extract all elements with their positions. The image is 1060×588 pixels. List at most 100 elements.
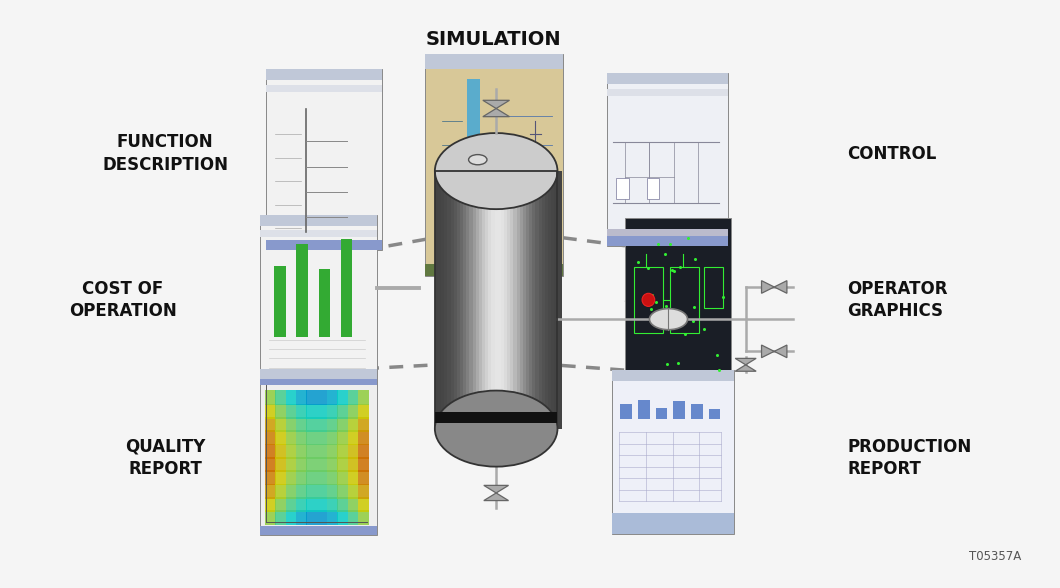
- Polygon shape: [736, 358, 756, 365]
- Bar: [523, 171, 528, 429]
- Bar: [261, 230, 376, 237]
- Bar: [606, 236, 728, 246]
- Polygon shape: [761, 280, 774, 293]
- Bar: [337, 457, 348, 472]
- Bar: [328, 457, 337, 472]
- Bar: [286, 510, 296, 526]
- Bar: [265, 403, 276, 419]
- Bar: [529, 171, 534, 429]
- Bar: [616, 178, 629, 199]
- Bar: [296, 470, 306, 485]
- Bar: [328, 390, 337, 405]
- Bar: [296, 403, 306, 419]
- Bar: [558, 171, 563, 429]
- Bar: [337, 510, 348, 526]
- Bar: [535, 171, 541, 429]
- Bar: [306, 470, 317, 485]
- Bar: [519, 171, 525, 429]
- Bar: [286, 497, 296, 512]
- Bar: [306, 444, 317, 459]
- Bar: [358, 390, 369, 405]
- Bar: [275, 266, 286, 337]
- Bar: [276, 444, 286, 459]
- Bar: [276, 497, 286, 512]
- Bar: [296, 417, 306, 432]
- Ellipse shape: [642, 293, 655, 306]
- Bar: [457, 171, 462, 429]
- Bar: [296, 497, 306, 512]
- Bar: [265, 457, 276, 472]
- Polygon shape: [774, 345, 787, 358]
- Bar: [317, 444, 328, 459]
- Bar: [447, 171, 453, 429]
- Bar: [306, 510, 317, 526]
- Bar: [286, 444, 296, 459]
- Bar: [425, 54, 563, 69]
- Bar: [337, 444, 348, 459]
- Bar: [276, 417, 286, 432]
- Bar: [466, 79, 480, 263]
- Bar: [495, 171, 499, 429]
- Bar: [606, 229, 728, 236]
- Bar: [328, 403, 337, 419]
- Circle shape: [469, 155, 487, 165]
- Polygon shape: [483, 493, 509, 500]
- Bar: [507, 171, 512, 429]
- Bar: [266, 85, 382, 92]
- Bar: [435, 171, 558, 429]
- Bar: [317, 457, 328, 472]
- Bar: [358, 510, 369, 526]
- Bar: [337, 430, 348, 445]
- Bar: [538, 171, 544, 429]
- Bar: [317, 484, 328, 499]
- Bar: [526, 171, 531, 429]
- Bar: [317, 390, 328, 405]
- Bar: [265, 497, 276, 512]
- Bar: [510, 171, 515, 429]
- Bar: [328, 417, 337, 432]
- Bar: [261, 215, 376, 385]
- Bar: [638, 400, 650, 419]
- Polygon shape: [483, 101, 510, 108]
- Bar: [261, 215, 376, 226]
- Bar: [708, 409, 720, 419]
- Bar: [266, 69, 382, 250]
- Bar: [358, 430, 369, 445]
- Bar: [705, 267, 724, 308]
- Bar: [435, 171, 440, 429]
- Polygon shape: [774, 280, 787, 293]
- Bar: [276, 470, 286, 485]
- Bar: [286, 470, 296, 485]
- Bar: [276, 403, 286, 419]
- Bar: [476, 171, 480, 429]
- Bar: [435, 412, 558, 423]
- Bar: [358, 484, 369, 499]
- Text: OPERATOR
GRAPHICS: OPERATOR GRAPHICS: [847, 280, 948, 320]
- Bar: [296, 390, 306, 405]
- Bar: [337, 484, 348, 499]
- Bar: [265, 390, 276, 405]
- Bar: [489, 171, 493, 429]
- Bar: [276, 484, 286, 499]
- Polygon shape: [483, 485, 509, 493]
- Text: PRODUCTION
REPORT: PRODUCTION REPORT: [847, 437, 971, 478]
- Bar: [460, 171, 465, 429]
- Bar: [438, 171, 443, 429]
- Polygon shape: [736, 365, 756, 371]
- Bar: [454, 171, 459, 429]
- Bar: [348, 510, 358, 526]
- Bar: [485, 171, 490, 429]
- Bar: [473, 171, 477, 429]
- Text: FUNCTION
DESCRIPTION: FUNCTION DESCRIPTION: [102, 133, 228, 173]
- Bar: [296, 430, 306, 445]
- Bar: [328, 484, 337, 499]
- Bar: [265, 444, 276, 459]
- Bar: [317, 430, 328, 445]
- Bar: [286, 430, 296, 445]
- Text: T05357A: T05357A: [969, 550, 1022, 563]
- Bar: [444, 171, 449, 429]
- Text: COST OF
OPERATION: COST OF OPERATION: [69, 280, 177, 320]
- Bar: [358, 417, 369, 432]
- Bar: [276, 510, 286, 526]
- Bar: [450, 171, 456, 429]
